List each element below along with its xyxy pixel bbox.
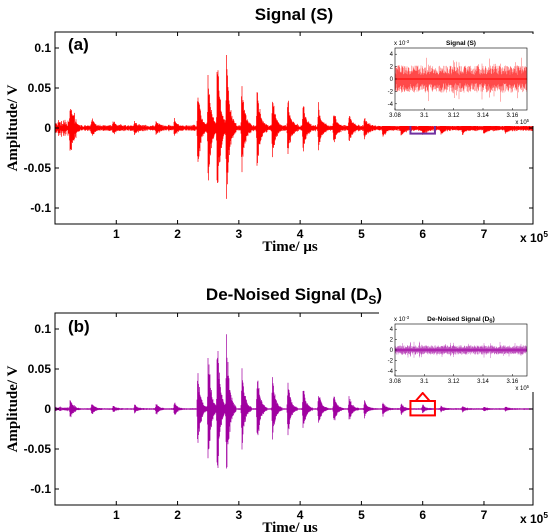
x-tick-label: 6 <box>419 508 426 522</box>
inset-x-tick-label: 3.14 <box>477 379 489 385</box>
inset-y-multiplier: x 10-3 <box>394 39 410 47</box>
inset-y-tick-label: 4 <box>390 52 394 58</box>
inset-x-multiplier: x 105 <box>515 118 529 126</box>
x-tick-label: 5 <box>358 508 365 522</box>
x-tick-label: 4 <box>297 508 304 522</box>
inset-y-tick-label: -2 <box>388 89 394 95</box>
y-tick-label: 0.1 <box>34 41 51 55</box>
panel-b: De-Noised Signal (DS) 1 2 3 4 5 6 7 0.1 0.05 0 -0.0… <box>5 285 548 532</box>
y-tick-label: 0 <box>44 121 51 135</box>
panel-a: Signal (S) 1 2 3 4 5 6 7 0.1 0.05 0 -0.05 -0.1 x 105 T… <box>5 5 548 255</box>
highlight-arrow <box>414 391 431 402</box>
x-tick-label: 7 <box>481 508 488 522</box>
inset-chart: Signal (S) x 10-34 2 0 -2 -4 3.08 3.1 3.12 3.14 3.… <box>379 34 539 126</box>
x-tick-label: 2 <box>174 508 181 522</box>
x-axis-multiplier: x 105 <box>520 510 548 526</box>
inset-y-tick-label: 2 <box>390 65 394 71</box>
y-axis-label: Amplitude/ V <box>5 84 21 171</box>
y-tick-label: 0.05 <box>28 362 52 376</box>
y-tick-label: -0.1 <box>30 201 51 215</box>
inset-y-tick-label: 0 <box>390 348 394 354</box>
inset-x-tick-label: 3.16 <box>506 113 518 119</box>
inset-x-tick-label: 3.12 <box>448 113 460 119</box>
x-tick-label: 6 <box>419 227 426 241</box>
x-tick-label: 1 <box>113 508 120 522</box>
inset-x-tick-label: 3.08 <box>389 379 401 385</box>
inset-x-tick-label: 3.1 <box>420 113 429 119</box>
panel-label: (b) <box>68 317 90 336</box>
y-tick-label: -0.05 <box>24 161 52 175</box>
inset-y-tick-label: -4 <box>388 102 394 108</box>
panel-label: (a) <box>68 35 89 54</box>
x-tick-label: 3 <box>236 508 243 522</box>
x-tick-label: 2 <box>174 227 181 241</box>
inset-y-multiplier: x 10-3 <box>394 315 410 323</box>
inset-y-tick-label: -2 <box>388 358 394 364</box>
x-tick-label: 7 <box>481 227 488 241</box>
inset-title: De-Noised Signal (DS) <box>427 316 495 325</box>
highlight-box <box>409 400 436 417</box>
y-tick-label: 0.1 <box>34 322 51 336</box>
x-tick-label: 5 <box>358 227 365 241</box>
inset-chart: De-Noised Signal (DS) x 10-34 2 0 -2 -4 3.08 3.… <box>379 310 539 392</box>
y-tick-label: -0.05 <box>24 442 52 456</box>
inset-x-tick-label: 3.12 <box>448 379 460 385</box>
chart-title: Signal (S) <box>255 5 333 24</box>
x-axis-label: Time/ μs <box>262 239 317 255</box>
inset-y-tick-label: 2 <box>390 338 394 344</box>
y-tick-label: 0 <box>44 402 51 416</box>
x-axis-label: Time/ μs <box>262 520 317 532</box>
chart-title: De-Noised Signal (DS) <box>206 285 382 307</box>
y-tick-label: 0.05 <box>28 81 52 95</box>
inset-y-tick-label: 4 <box>390 327 394 333</box>
inset-x-tick-label: 3.08 <box>389 113 401 119</box>
inset-x-tick-label: 3.14 <box>477 113 489 119</box>
inset-y-tick-label: 0 <box>390 77 394 83</box>
inset-x-tick-label: 3.1 <box>420 379 429 385</box>
x-tick-label: 1 <box>113 227 120 241</box>
y-tick-label: -0.1 <box>30 482 51 496</box>
y-axis-label: Amplitude/ V <box>5 365 21 452</box>
inset-x-tick-label: 3.16 <box>506 379 518 385</box>
x-tick-label: 4 <box>297 227 304 241</box>
x-tick-label: 3 <box>236 227 243 241</box>
inset-x-multiplier: x 105 <box>515 384 529 392</box>
x-axis-multiplier: x 105 <box>520 229 548 245</box>
inset-title: Signal (S) <box>446 40 476 47</box>
inset-y-tick-label: -4 <box>388 369 394 375</box>
